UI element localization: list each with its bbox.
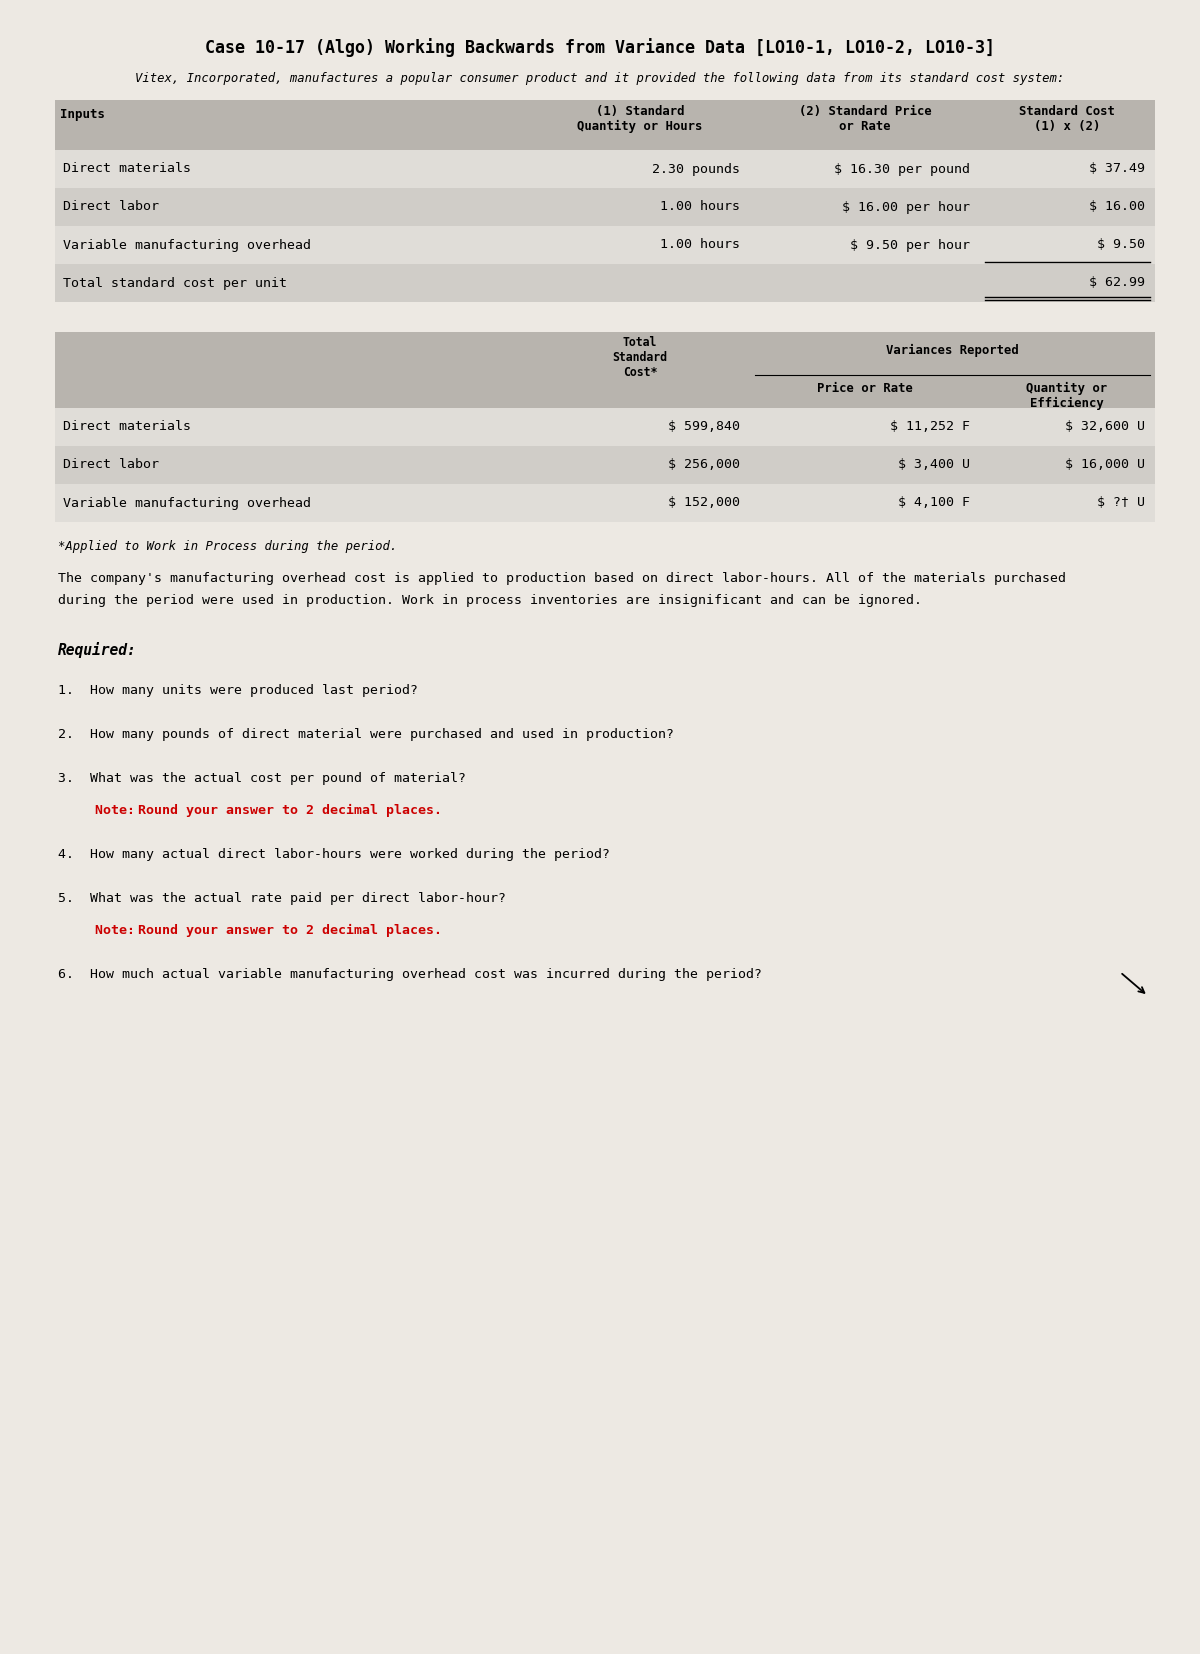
Text: Direct materials: Direct materials: [64, 420, 191, 433]
Text: $ ?† U: $ ?† U: [1097, 496, 1145, 509]
Bar: [55, 447, 1154, 485]
Text: $ 16.00 per hour: $ 16.00 per hour: [842, 200, 970, 213]
Text: during the period were used in production. Work in process inventories are insig: during the period were used in productio…: [58, 594, 922, 607]
Text: Direct labor: Direct labor: [64, 200, 158, 213]
Text: Variable manufacturing overhead: Variable manufacturing overhead: [64, 496, 311, 509]
Text: $ 62.99: $ 62.99: [1090, 276, 1145, 289]
Text: 1.00 hours: 1.00 hours: [660, 200, 740, 213]
Bar: [55, 189, 1154, 227]
Text: 3.  What was the actual cost per pound of material?: 3. What was the actual cost per pound of…: [58, 772, 466, 786]
Text: 5.  What was the actual rate paid per direct labor-hour?: 5. What was the actual rate paid per dir…: [58, 892, 506, 905]
Text: 4.  How many actual direct labor-hours were worked during the period?: 4. How many actual direct labor-hours we…: [58, 849, 610, 862]
Text: Inputs: Inputs: [60, 108, 106, 121]
Text: Price or Rate: Price or Rate: [817, 382, 913, 395]
Text: Total
Standard
Cost*: Total Standard Cost*: [612, 336, 667, 379]
Bar: [55, 265, 1154, 303]
Bar: [55, 151, 1154, 189]
Text: $ 3,400 U: $ 3,400 U: [898, 458, 970, 471]
Text: $ 32,600 U: $ 32,600 U: [1066, 420, 1145, 433]
Text: Variable manufacturing overhead: Variable manufacturing overhead: [64, 238, 311, 251]
Bar: [55, 99, 1154, 151]
Text: Round your answer to 2 decimal places.: Round your answer to 2 decimal places.: [138, 804, 442, 817]
Text: $ 37.49: $ 37.49: [1090, 162, 1145, 175]
Bar: [55, 332, 1154, 379]
Text: (2) Standard Price
or Rate: (2) Standard Price or Rate: [799, 104, 931, 132]
Text: Round your answer to 2 decimal places.: Round your answer to 2 decimal places.: [138, 925, 442, 938]
Text: Total standard cost per unit: Total standard cost per unit: [64, 276, 287, 289]
Text: (1) Standard
Quantity or Hours: (1) Standard Quantity or Hours: [577, 104, 703, 132]
Bar: [55, 409, 1154, 447]
Text: $ 11,252 F: $ 11,252 F: [890, 420, 970, 433]
Text: Case 10-17 (Algo) Working Backwards from Variance Data [LO10-1, LO10-2, LO10-3]: Case 10-17 (Algo) Working Backwards from…: [205, 38, 995, 56]
Text: $ 16.30 per pound: $ 16.30 per pound: [834, 162, 970, 175]
Text: 1.  How many units were produced last period?: 1. How many units were produced last per…: [58, 685, 418, 696]
Text: $ 256,000: $ 256,000: [668, 458, 740, 471]
Text: $ 16.00: $ 16.00: [1090, 200, 1145, 213]
Text: Direct labor: Direct labor: [64, 458, 158, 471]
Text: $ 4,100 F: $ 4,100 F: [898, 496, 970, 509]
Text: $ 599,840: $ 599,840: [668, 420, 740, 433]
Text: $ 9.50 per hour: $ 9.50 per hour: [850, 238, 970, 251]
Bar: [55, 379, 1154, 409]
Text: $ 9.50: $ 9.50: [1097, 238, 1145, 251]
Text: Standard Cost
(1) x (2): Standard Cost (1) x (2): [1019, 104, 1115, 132]
Text: Required:: Required:: [58, 642, 137, 658]
Text: Note:: Note:: [95, 925, 143, 938]
Text: The company's manufacturing overhead cost is applied to production based on dire: The company's manufacturing overhead cos…: [58, 572, 1066, 586]
Text: $ 16,000 U: $ 16,000 U: [1066, 458, 1145, 471]
Text: *Applied to Work in Process during the period.: *Applied to Work in Process during the p…: [58, 539, 397, 552]
Text: 2.30 pounds: 2.30 pounds: [652, 162, 740, 175]
Text: 2.  How many pounds of direct material were purchased and used in production?: 2. How many pounds of direct material we…: [58, 728, 674, 741]
Text: $ 152,000: $ 152,000: [668, 496, 740, 509]
Bar: [55, 227, 1154, 265]
Text: 1.00 hours: 1.00 hours: [660, 238, 740, 251]
Text: Quantity or
Efficiency: Quantity or Efficiency: [1026, 382, 1108, 410]
Bar: [55, 485, 1154, 523]
Text: Vitex, Incorporated, manufactures a popular consumer product and it provided the: Vitex, Incorporated, manufactures a popu…: [136, 73, 1064, 84]
Text: 6.  How much actual variable manufacturing overhead cost was incurred during the: 6. How much actual variable manufacturin…: [58, 968, 762, 981]
Text: Variances Reported: Variances Reported: [886, 344, 1019, 357]
Text: Note:: Note:: [95, 804, 143, 817]
Text: Direct materials: Direct materials: [64, 162, 191, 175]
